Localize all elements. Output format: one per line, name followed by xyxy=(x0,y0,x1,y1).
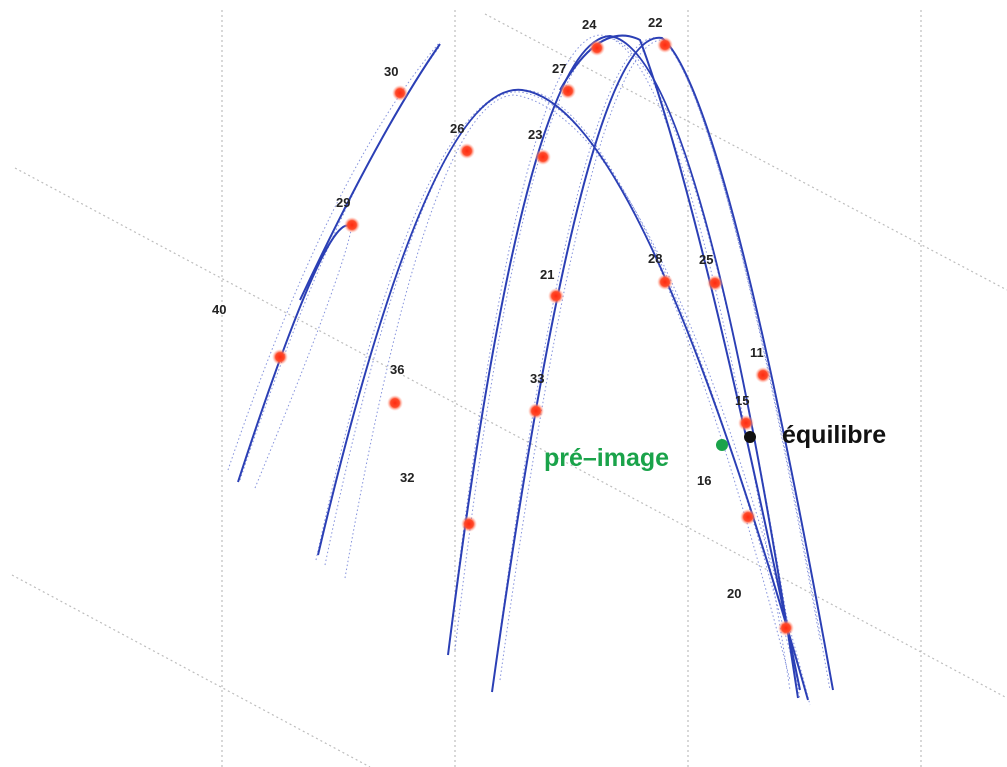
point-33 xyxy=(528,403,544,419)
label-27: 27 xyxy=(552,61,566,76)
equilibre-marker xyxy=(744,431,756,443)
label-15: 15 xyxy=(735,393,749,408)
point-25 xyxy=(707,275,723,291)
trajectory-points xyxy=(272,37,794,636)
trajectory-curve-6 xyxy=(559,34,801,691)
label-36: 36 xyxy=(390,362,404,377)
point-labels: 30 24 22 27 26 23 29 21 28 25 40 11 36 3… xyxy=(212,15,764,601)
label-33: 33 xyxy=(530,371,544,386)
trajectory-curve-2 xyxy=(299,43,441,301)
label-29: 29 xyxy=(336,195,350,210)
grid-line-diagonal-2 xyxy=(484,13,1007,291)
label-40: 40 xyxy=(212,302,226,317)
point-23 xyxy=(535,149,551,165)
point-26 xyxy=(459,143,475,159)
label-30: 30 xyxy=(384,64,398,79)
label-26: 26 xyxy=(450,121,464,136)
point-32 xyxy=(461,516,477,532)
point-36 xyxy=(387,395,403,411)
label-23: 23 xyxy=(528,127,542,142)
point-22 xyxy=(657,37,673,53)
point-11 xyxy=(755,367,771,383)
trajectory-curve-1 xyxy=(237,224,353,483)
trajectory-curve-4 xyxy=(447,34,799,699)
trajectory-curve-3 xyxy=(317,88,809,701)
label-22: 22 xyxy=(648,15,662,30)
point-15 xyxy=(738,415,754,431)
label-16: 16 xyxy=(697,473,711,488)
label-21: 21 xyxy=(540,267,554,282)
equilibre-label: équilibre xyxy=(782,421,886,449)
point-16 xyxy=(740,509,756,525)
grid-line-diagonal-3 xyxy=(11,574,371,767)
grid-lines xyxy=(11,10,1007,767)
label-11: 11 xyxy=(750,345,764,360)
label-24: 24 xyxy=(582,17,597,32)
preimage-label: pré–image xyxy=(544,444,669,472)
point-30 xyxy=(392,85,408,101)
label-32: 32 xyxy=(400,470,414,485)
preimage-marker xyxy=(716,439,728,451)
point-28 xyxy=(657,274,673,290)
point-20 xyxy=(778,620,794,636)
point-21 xyxy=(548,288,564,304)
point-24 xyxy=(589,40,605,56)
point-29 xyxy=(344,217,360,233)
label-20: 20 xyxy=(727,586,741,601)
trajectory-curves xyxy=(237,34,834,701)
label-28: 28 xyxy=(648,251,662,266)
point-27 xyxy=(560,83,576,99)
point-40 xyxy=(272,349,288,365)
label-25: 25 xyxy=(699,252,713,267)
